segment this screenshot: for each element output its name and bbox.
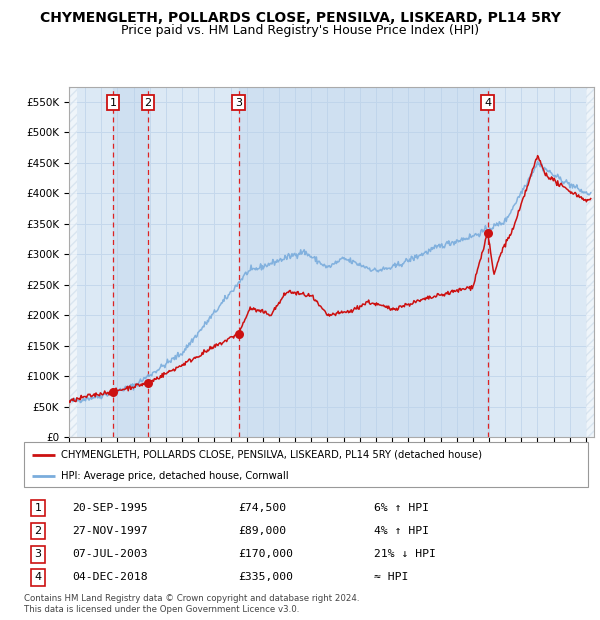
Text: £89,000: £89,000 xyxy=(238,526,286,536)
Text: 04-DEC-2018: 04-DEC-2018 xyxy=(72,572,148,582)
Text: 27-NOV-1997: 27-NOV-1997 xyxy=(72,526,148,536)
Text: 4: 4 xyxy=(35,572,41,582)
Text: £170,000: £170,000 xyxy=(238,549,293,559)
Text: 1: 1 xyxy=(35,503,41,513)
Text: 4% ↑ HPI: 4% ↑ HPI xyxy=(374,526,428,536)
Text: Price paid vs. HM Land Registry's House Price Index (HPI): Price paid vs. HM Land Registry's House … xyxy=(121,24,479,37)
Text: 4: 4 xyxy=(484,97,491,107)
Bar xyxy=(239,87,488,437)
Text: ≈ HPI: ≈ HPI xyxy=(374,572,408,582)
Text: 21% ↓ HPI: 21% ↓ HPI xyxy=(374,549,436,559)
Text: 20-SEP-1995: 20-SEP-1995 xyxy=(72,503,148,513)
Text: 07-JUL-2003: 07-JUL-2003 xyxy=(72,549,148,559)
Text: This data is licensed under the Open Government Licence v3.0.: This data is licensed under the Open Gov… xyxy=(24,605,299,614)
Text: £74,500: £74,500 xyxy=(238,503,286,513)
Text: Contains HM Land Registry data © Crown copyright and database right 2024.: Contains HM Land Registry data © Crown c… xyxy=(24,594,359,603)
Text: CHYMENGLETH, POLLARDS CLOSE, PENSILVA, LISKEARD, PL14 5RY (detached house): CHYMENGLETH, POLLARDS CLOSE, PENSILVA, L… xyxy=(61,450,482,459)
Bar xyxy=(113,87,148,437)
Text: 3: 3 xyxy=(235,97,242,107)
Text: 6% ↑ HPI: 6% ↑ HPI xyxy=(374,503,428,513)
Text: 2: 2 xyxy=(35,526,41,536)
Text: 1: 1 xyxy=(109,97,116,107)
Text: 3: 3 xyxy=(35,549,41,559)
Text: CHYMENGLETH, POLLARDS CLOSE, PENSILVA, LISKEARD, PL14 5RY: CHYMENGLETH, POLLARDS CLOSE, PENSILVA, L… xyxy=(40,11,560,25)
Text: 2: 2 xyxy=(145,97,152,107)
Text: £335,000: £335,000 xyxy=(238,572,293,582)
Text: HPI: Average price, detached house, Cornwall: HPI: Average price, detached house, Corn… xyxy=(61,471,288,481)
